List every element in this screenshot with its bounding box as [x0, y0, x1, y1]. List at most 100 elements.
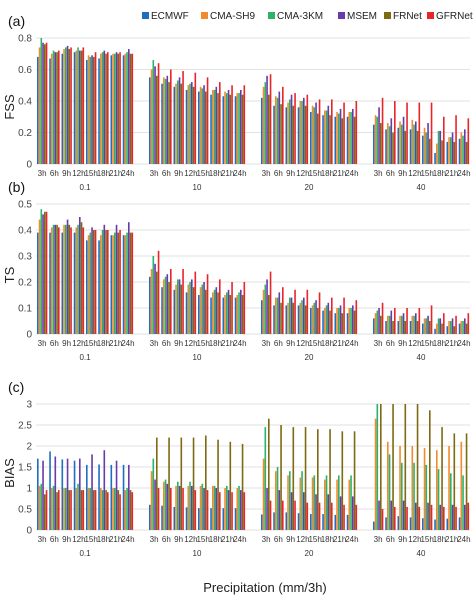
x-tick-label: 9h [286, 169, 295, 178]
bar [101, 490, 104, 530]
bar [224, 91, 226, 164]
bar [406, 506, 408, 530]
bar [427, 315, 429, 334]
x-tick-label: 3h [38, 535, 47, 544]
bar [194, 72, 197, 164]
x-tick-label: 12h [72, 339, 85, 348]
bar [100, 488, 102, 530]
bar [297, 305, 300, 334]
bar [381, 509, 384, 530]
x-tick-label: 3h [374, 535, 383, 544]
bar [37, 232, 39, 334]
bar [52, 224, 55, 334]
y-tick-label: 0.6 [18, 65, 32, 76]
bar [413, 124, 415, 164]
bar [124, 235, 127, 334]
bar [416, 404, 419, 530]
bar [336, 112, 338, 164]
bar [226, 93, 228, 164]
bar [392, 404, 394, 530]
bar [187, 485, 190, 530]
x-tick-label: 15h [84, 169, 97, 178]
bar [282, 86, 284, 164]
bar [339, 305, 342, 334]
bar [115, 460, 118, 530]
bar [213, 289, 216, 334]
x-tick-label: 21h [333, 169, 346, 178]
bar [388, 315, 391, 334]
bar [168, 282, 170, 334]
bar [157, 250, 160, 334]
bar [262, 289, 265, 334]
legend-label: MSEM [347, 11, 377, 22]
series-ecmwf [37, 52, 461, 165]
bar [152, 458, 155, 530]
bar [436, 323, 438, 334]
bar [282, 287, 284, 334]
legend-label: CMA-SH9 [210, 11, 255, 22]
bar [376, 310, 379, 334]
bar [264, 427, 267, 530]
series-frnet [44, 211, 468, 334]
bar [378, 107, 380, 164]
bar [310, 514, 312, 530]
bar [322, 310, 324, 334]
bar [68, 49, 71, 164]
bar [101, 52, 104, 164]
bar [177, 481, 179, 530]
bar [107, 230, 109, 334]
bar [290, 492, 293, 530]
bar [75, 227, 78, 334]
bar [205, 289, 207, 334]
bar [338, 113, 340, 164]
bar [157, 63, 160, 165]
bar [276, 467, 279, 530]
bar [278, 292, 281, 334]
bar [327, 105, 330, 164]
panel-label: (b) [8, 179, 25, 195]
bar [210, 94, 212, 164]
bar [131, 53, 134, 164]
bar [177, 80, 179, 164]
bar [180, 83, 183, 164]
bar [82, 227, 85, 334]
bar [390, 500, 393, 530]
x-tick-label: 12h [296, 169, 309, 178]
bar [409, 517, 412, 530]
bar [105, 230, 107, 334]
series-gfrnet [45, 211, 470, 334]
bar [268, 295, 270, 334]
bar [336, 308, 338, 334]
bar [187, 85, 190, 164]
bar [122, 55, 125, 165]
x-tick-label: 21h [109, 339, 122, 348]
bar [374, 418, 377, 530]
bar [467, 502, 470, 530]
bar [290, 94, 293, 164]
bar [460, 321, 463, 334]
bar [105, 53, 107, 164]
bar [56, 52, 58, 164]
bar [219, 279, 221, 334]
bar [114, 232, 116, 334]
bar [119, 52, 121, 164]
x-tick-label: 9h [398, 169, 407, 178]
y-tick-label: 3 [26, 400, 32, 411]
bar [98, 58, 100, 164]
bar [182, 71, 184, 164]
bar [434, 328, 436, 334]
x-tick-label: 6h [50, 169, 59, 178]
legend-swatch [142, 12, 149, 19]
bar [406, 308, 408, 334]
bar [322, 115, 324, 164]
bar [150, 69, 153, 164]
bar [346, 116, 349, 164]
bar [455, 506, 457, 530]
bar [68, 490, 71, 530]
bar [399, 315, 401, 334]
x-tick-label: 3h [150, 339, 159, 348]
bar [66, 219, 69, 334]
bar [317, 308, 319, 334]
